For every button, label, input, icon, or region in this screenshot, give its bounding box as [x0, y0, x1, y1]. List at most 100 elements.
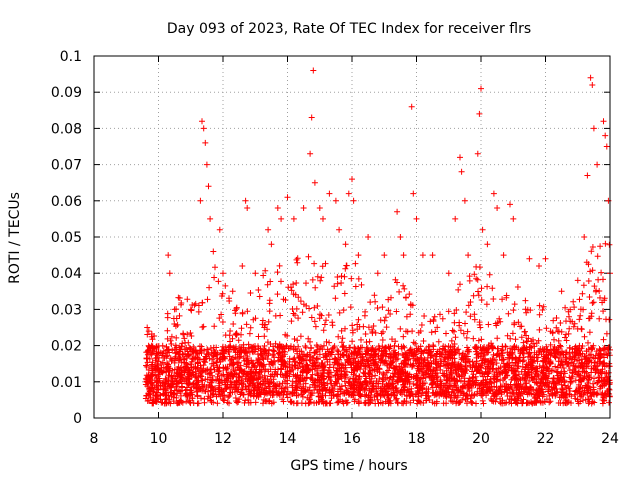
data-point — [220, 347, 227, 354]
data-point — [446, 348, 453, 355]
data-point — [431, 313, 438, 320]
data-point — [603, 316, 609, 323]
data-point — [515, 356, 522, 363]
data-point — [462, 396, 469, 403]
data-point — [233, 343, 239, 350]
data-point — [521, 388, 528, 395]
data-point — [590, 380, 596, 387]
data-point — [551, 346, 557, 352]
data-point — [261, 377, 267, 384]
data-point — [562, 349, 569, 356]
data-point — [343, 389, 350, 396]
data-point — [349, 176, 355, 183]
data-point — [432, 328, 439, 335]
data-point — [567, 379, 574, 386]
data-point — [159, 369, 166, 376]
data-point — [458, 390, 465, 396]
data-point — [593, 390, 600, 397]
data-point — [300, 377, 307, 384]
data-point — [363, 346, 370, 352]
data-point — [439, 315, 446, 322]
y-tick-label: 0.07 — [51, 158, 82, 174]
data-point — [363, 339, 370, 346]
data-point — [387, 311, 394, 317]
data-point — [321, 379, 328, 386]
data-point — [581, 333, 588, 340]
data-point — [400, 333, 407, 340]
data-point — [591, 283, 598, 290]
data-point — [494, 351, 501, 358]
data-point — [547, 341, 554, 348]
data-point — [306, 384, 313, 391]
data-point — [378, 392, 385, 399]
data-point — [397, 389, 404, 396]
data-point — [199, 299, 206, 306]
data-point — [226, 400, 232, 407]
data-point — [225, 371, 232, 378]
data-point — [535, 354, 541, 361]
data-point — [535, 390, 541, 397]
data-point — [550, 317, 557, 324]
data-point — [292, 312, 298, 319]
data-point — [520, 354, 527, 361]
data-point — [419, 365, 425, 372]
data-point — [337, 373, 344, 380]
data-point — [293, 384, 299, 391]
data-point — [145, 367, 152, 373]
data-point — [483, 301, 490, 308]
data-point — [275, 354, 282, 361]
data-point — [216, 376, 223, 383]
data-point — [272, 340, 279, 347]
data-point — [564, 392, 570, 399]
data-point — [469, 368, 475, 375]
data-point — [457, 377, 464, 384]
data-point — [178, 301, 184, 308]
data-point — [511, 301, 518, 308]
data-points — [142, 67, 613, 407]
data-point — [566, 345, 573, 352]
data-point — [555, 337, 562, 344]
data-point — [580, 282, 587, 289]
data-point — [546, 361, 553, 368]
data-point — [274, 343, 281, 350]
data-point — [288, 287, 295, 294]
data-point — [308, 114, 315, 121]
data-point — [342, 371, 349, 378]
data-point — [451, 310, 458, 317]
data-point — [491, 379, 498, 386]
data-point — [184, 393, 191, 400]
data-point — [566, 385, 573, 392]
data-point — [187, 392, 194, 399]
data-point — [153, 375, 160, 381]
data-point — [448, 337, 455, 344]
data-point — [295, 315, 302, 322]
data-point — [434, 324, 441, 331]
data-point — [211, 323, 218, 330]
data-point — [232, 395, 239, 401]
data-point — [357, 393, 364, 400]
data-point — [600, 351, 607, 358]
data-point — [471, 271, 478, 278]
data-point — [409, 390, 416, 397]
data-point — [265, 226, 272, 233]
data-point — [485, 321, 492, 328]
data-point — [437, 311, 443, 318]
data-point — [586, 294, 593, 300]
data-point — [213, 377, 219, 384]
data-point — [342, 241, 349, 248]
data-point — [473, 400, 479, 407]
data-point — [262, 267, 269, 274]
data-point — [163, 395, 170, 402]
data-point — [509, 385, 515, 392]
data-point — [524, 306, 531, 313]
data-point — [472, 381, 479, 388]
data-point — [572, 377, 579, 384]
data-point — [451, 375, 458, 382]
data-point — [509, 389, 516, 396]
data-point — [294, 337, 301, 344]
data-point — [221, 350, 228, 357]
data-point — [276, 262, 283, 269]
data-point — [556, 379, 563, 386]
data-point — [177, 348, 183, 355]
data-point — [514, 363, 521, 370]
